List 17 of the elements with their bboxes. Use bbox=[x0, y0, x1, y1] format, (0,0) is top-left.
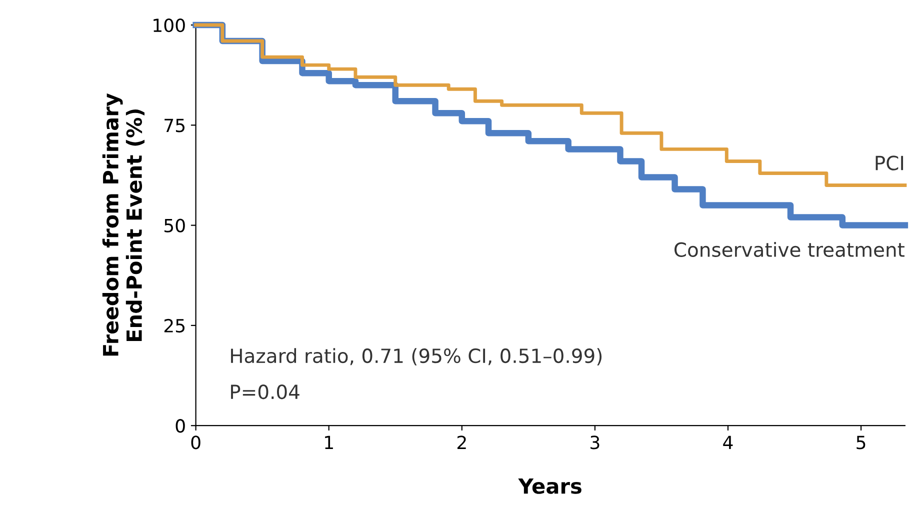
x-tick-label: 2 bbox=[457, 436, 466, 450]
x-tick-label: 3 bbox=[590, 436, 600, 450]
x-tick-label: 0 bbox=[191, 436, 200, 450]
annotation: Hazard ratio, 0.71 (95% CI, 0.51–0.99) bbox=[231, 348, 602, 366]
series-label: Conservative treatment bbox=[674, 242, 904, 258]
y-tick-label: 25 bbox=[164, 318, 185, 333]
x-tick-label: 1 bbox=[325, 436, 333, 450]
x-tick-label: 4 bbox=[723, 436, 733, 450]
y-tick-label: 50 bbox=[164, 218, 185, 232]
series-label: PCI bbox=[876, 156, 904, 170]
y-tick-label: 0 bbox=[176, 419, 185, 433]
y-tick-label: 75 bbox=[164, 118, 185, 132]
annotation: P=0.04 bbox=[231, 384, 300, 400]
y-axis-title: Freedom from Primary End-Point Event (%) bbox=[102, 93, 144, 356]
x-axis-title: Years bbox=[518, 478, 582, 494]
x-tick-label: 5 bbox=[856, 436, 866, 450]
y-tick-label: 100 bbox=[154, 18, 185, 32]
